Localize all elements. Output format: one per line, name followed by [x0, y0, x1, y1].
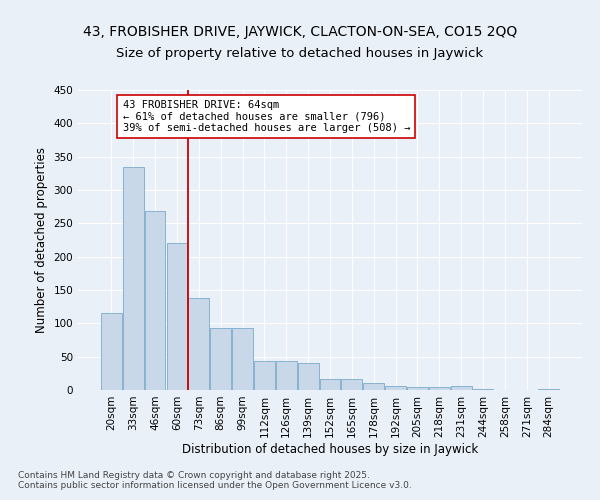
Bar [451, 386, 472, 390]
Bar [298, 364, 319, 390]
Bar [101, 314, 122, 390]
Bar [538, 388, 559, 390]
Bar [385, 386, 406, 390]
Bar [188, 298, 209, 390]
Bar [276, 360, 296, 390]
Bar [473, 388, 493, 390]
Bar [341, 378, 362, 390]
Bar [429, 386, 450, 390]
X-axis label: Distribution of detached houses by size in Jaywick: Distribution of detached houses by size … [182, 442, 478, 456]
Bar [407, 386, 428, 390]
Bar [254, 360, 275, 390]
Bar [364, 384, 384, 390]
Bar [167, 244, 187, 390]
Bar [123, 166, 143, 390]
Bar [145, 212, 166, 390]
Bar [320, 378, 340, 390]
Text: 43, FROBISHER DRIVE, JAYWICK, CLACTON-ON-SEA, CO15 2QQ: 43, FROBISHER DRIVE, JAYWICK, CLACTON-ON… [83, 25, 517, 39]
Bar [232, 328, 253, 390]
Y-axis label: Number of detached properties: Number of detached properties [35, 147, 48, 333]
Text: Contains HM Land Registry data © Crown copyright and database right 2025.
Contai: Contains HM Land Registry data © Crown c… [18, 470, 412, 490]
Text: 43 FROBISHER DRIVE: 64sqm
← 61% of detached houses are smaller (796)
39% of semi: 43 FROBISHER DRIVE: 64sqm ← 61% of detac… [122, 100, 410, 133]
Bar [210, 328, 231, 390]
Text: Size of property relative to detached houses in Jaywick: Size of property relative to detached ho… [116, 48, 484, 60]
